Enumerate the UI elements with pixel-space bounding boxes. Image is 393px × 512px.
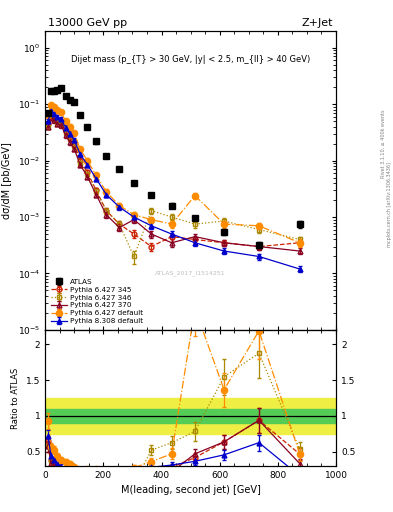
- Bar: [45, 409, 336, 423]
- Text: Dijet mass (p_{T} > 30 GeV, |y| < 2.5, m_{ll} > 40 GeV): Dijet mass (p_{T} > 30 GeV, |y| < 2.5, m…: [71, 55, 310, 63]
- Y-axis label: Ratio to ATLAS: Ratio to ATLAS: [11, 367, 20, 429]
- Text: 13000 GeV pp: 13000 GeV pp: [48, 18, 127, 28]
- Text: Rivet 3.1.10, ≥ 400k events: Rivet 3.1.10, ≥ 400k events: [381, 109, 386, 178]
- Text: mcplots.cern.ch [arXiv:1306.3436]: mcplots.cern.ch [arXiv:1306.3436]: [387, 162, 391, 247]
- Y-axis label: dσ/dM [pb/GeV]: dσ/dM [pb/GeV]: [2, 142, 12, 219]
- Text: Z+Jet: Z+Jet: [301, 18, 333, 28]
- Bar: [45, 398, 336, 434]
- Text: ATLAS_2017_I1514251: ATLAS_2017_I1514251: [155, 270, 226, 276]
- Legend: ATLAS, Pythia 6.427 345, Pythia 6.427 346, Pythia 6.427 370, Pythia 6.427 defaul: ATLAS, Pythia 6.427 345, Pythia 6.427 34…: [49, 276, 145, 326]
- X-axis label: M(leading, second jet) [GeV]: M(leading, second jet) [GeV]: [121, 485, 261, 495]
